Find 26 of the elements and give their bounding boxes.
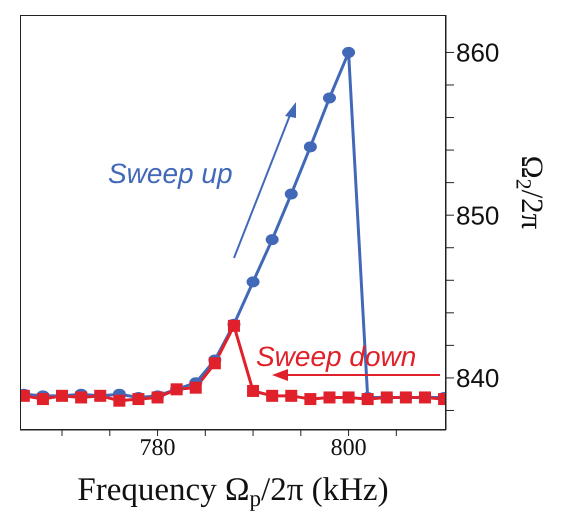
series-label: Sweep up	[108, 158, 233, 190]
x-axis-title: Frequency Ω$_{p}$/2π (kHz)	[77, 472, 389, 511]
point	[304, 141, 317, 152]
point	[284, 188, 298, 200]
point	[323, 391, 336, 404]
y-tick-label: 860	[456, 38, 500, 68]
point	[113, 394, 126, 407]
x-tick-label: 800	[330, 435, 367, 462]
point	[36, 393, 49, 406]
point	[304, 393, 316, 406]
point	[342, 46, 356, 58]
point	[132, 393, 144, 406]
point	[322, 92, 336, 104]
point	[266, 390, 278, 402]
point	[285, 390, 298, 402]
point	[190, 382, 202, 394]
x-tick-label: 780	[140, 435, 176, 462]
point	[362, 393, 374, 406]
point	[208, 357, 221, 370]
point	[247, 384, 260, 397]
y-tick-label: 840	[456, 363, 500, 394]
point	[246, 276, 260, 288]
point	[342, 391, 355, 404]
point	[75, 391, 88, 404]
point	[266, 234, 279, 246]
y-tick-label: 850	[456, 200, 500, 230]
